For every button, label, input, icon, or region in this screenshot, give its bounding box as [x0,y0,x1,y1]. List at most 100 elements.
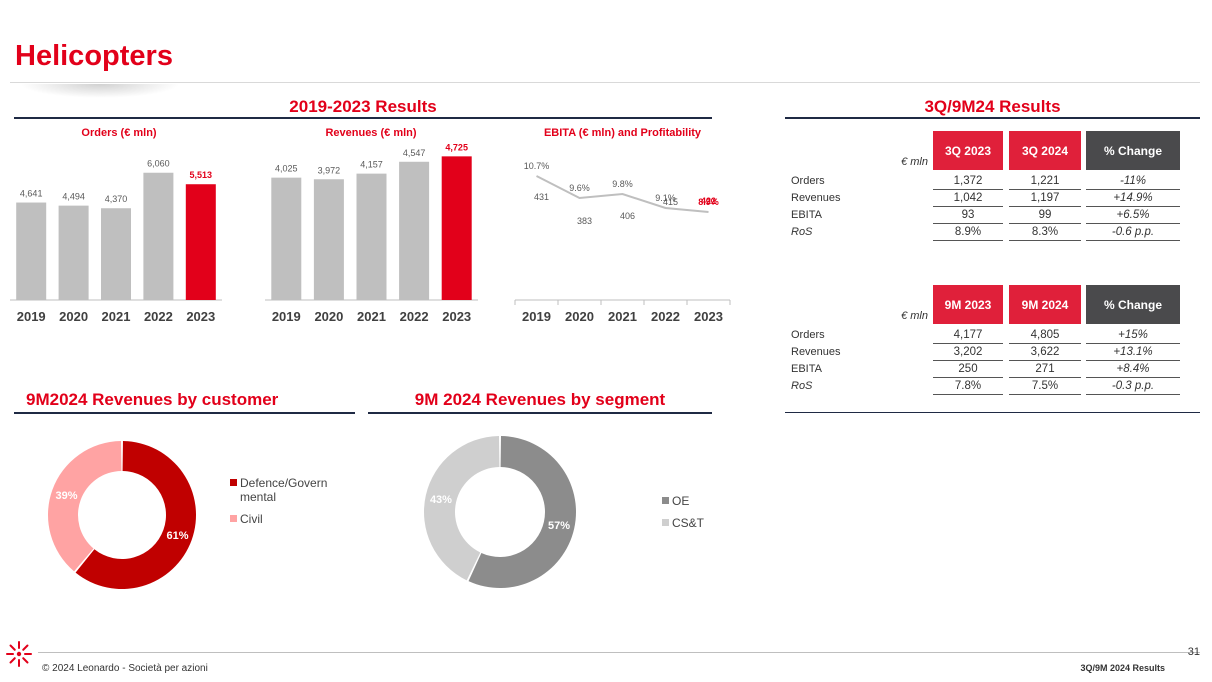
ninemonth-cell-a: 4,177 [933,327,1003,344]
revenues-value-label: 3,972 [318,165,341,175]
leonardo-logo-icon [6,641,32,667]
ninemonth-header-change: % Change [1086,285,1180,324]
orders-bar-2019 [16,202,47,300]
orders-value-label: 4,641 [20,189,43,199]
ebita-tick-label: 2021 [608,309,637,324]
segment-donut: 57% 43% [423,436,576,588]
revenues-tick-label: 2023 [442,309,471,324]
segment-legend-item: OE [662,494,732,508]
revenues-tick-label: 2021 [357,309,386,324]
revenues-bar-2022 [399,161,430,300]
quarter-row-label: EBITA [791,209,822,221]
segment-legend-label: OE [672,494,690,508]
segment-slice-label: 57% [548,520,570,532]
footer-doc-title: 3Q/9M 2024 Results [1080,663,1165,673]
ninemonth-header-curr: 9M 2024 [1009,285,1081,324]
customer-legend-swatch [230,479,237,486]
customer-slice-1 [47,441,122,572]
ninemonth-cell-b: 4,805 [1009,327,1081,344]
page-title: Helicopters [15,40,173,72]
quarter-header-change: % Change [1086,131,1180,170]
ebita-value-label: 422 [701,196,716,206]
revenues-value-label: 4,725 [445,142,468,152]
quarter-unit-label: € mln [901,156,928,168]
ebita-tick-label: 2023 [694,309,723,324]
orders-value-label: 5,513 [190,170,213,180]
ebita-value-label: 431 [534,192,549,202]
quarter-cell-a: 1,042 [933,190,1003,207]
customer-legend-item: Defence/Govern mental [230,476,350,504]
segment-slice-1 [423,436,500,581]
revenues-chart: 4,025 2019 3,972 2020 4,157 2021 4,547 2022 4,72… [265,142,478,324]
ninemonth-cell-chg: +15% [1086,327,1180,344]
history-charts: 4,641 2019 4,494 2020 4,370 2021 6,060 2022 5,51… [10,142,731,324]
orders-bar-2021 [101,208,131,300]
customer-legend-label: Defence/Govern [240,476,328,490]
segment-legend-swatch [662,519,669,526]
quarter-cell-b: 99 [1009,207,1081,224]
segment-legend-swatch [662,497,669,504]
history-section-title: 2019-2023 Results [289,97,437,116]
customer-section-rule [14,412,355,414]
ebita-tick-label: 2019 [522,309,551,324]
segment-legend-item: CS&T [662,516,732,530]
quarter-cell-b: 1,221 [1009,173,1081,190]
orders-chart: 4,641 2019 4,494 2020 4,370 2021 6,060 2022 5,51… [10,159,222,324]
results-bottom-rule [785,412,1200,413]
ebita-tick-label: 2020 [565,309,594,324]
results-section-title: 3Q/9M24 Results [924,97,1061,116]
revenues-tick-label: 2020 [314,309,343,324]
orders-bar-2022 [143,172,174,300]
segment-slice-0 [468,436,576,588]
title-shadow [20,84,180,98]
orders-tick-label: 2021 [102,309,131,324]
revenues-value-label: 4,025 [275,164,298,174]
page-number: 31 [1187,646,1200,658]
quarter-cell-b: 8.3% [1009,224,1081,241]
ros-point-label: 9.1% [655,193,676,203]
ninemonth-unit-label: € mln [901,310,928,322]
customer-legend-item: Civil [230,512,350,526]
revenues-bar-2021 [356,173,387,300]
ros-line [536,175,709,213]
ninemonth-cell-b: 3,622 [1009,344,1081,361]
orders-tick-label: 2023 [186,309,215,324]
ninemonth-row-label: RoS [791,380,813,392]
ninemonth-row-label: Revenues [791,346,841,358]
orders-tick-label: 2019 [17,309,46,324]
orders-value-label: 6,060 [147,159,170,169]
ninemonth-cell-b: 271 [1009,361,1081,378]
ros-point-label: 9.8% [612,179,633,189]
ros-point-label: 9.6% [569,183,590,193]
revenues-bar-2019 [271,177,302,300]
revenues-chart-title: Revenues (€ mln) [325,127,417,139]
customer-legend-label: Civil [240,512,263,526]
orders-chart-title: Orders (€ mln) [81,127,157,139]
customer-slice-label: 39% [55,490,77,502]
customer-section-title: 9M2024 Revenues by customer [26,390,279,409]
revenues-tick-label: 2022 [400,309,429,324]
history-section-rule [14,117,712,119]
revenues-bar-2020 [313,179,344,300]
orders-value-label: 4,370 [105,194,128,204]
footer-copyright: © 2024 Leonardo - Società per azioni [42,663,208,674]
quarter-header-curr: 3Q 2024 [1009,131,1081,170]
quarter-cell-a: 1,372 [933,173,1003,190]
quarter-row-label: Orders [791,175,825,187]
ninemonth-cell-chg: +8.4% [1086,361,1180,378]
ninemonth-cell-a: 250 [933,361,1003,378]
results-section-rule [785,117,1200,119]
title-divider [10,82,1200,83]
customer-donut: 61% 39% [47,441,197,589]
orders-tick-label: 2020 [59,309,88,324]
quarter-header-prev: 3Q 2023 [933,131,1003,170]
ninemonth-cell-a: 3,202 [933,344,1003,361]
quarter-cell-chg: -0.6 p.p. [1086,224,1180,241]
segment-slice-label: 43% [430,494,452,506]
ninemonth-cell-chg: -0.3 p.p. [1086,378,1180,395]
ebita-chart: 10.7% 431 2019 9.6% 383 2020 9.8% 406 2021 9.1%41… [514,161,731,324]
segment-legend-label: CS&T [672,516,705,530]
ebita-value-label: 415 [663,197,678,207]
quarter-row-label: Revenues [791,192,841,204]
quarter-row-label: RoS [791,226,813,238]
